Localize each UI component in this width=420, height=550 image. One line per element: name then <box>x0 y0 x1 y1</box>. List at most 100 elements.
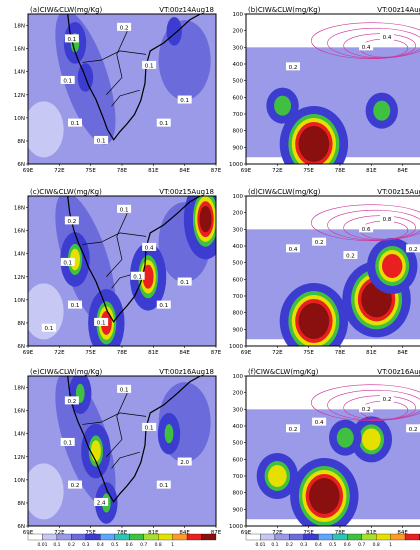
coastline <box>67 196 201 323</box>
y-tick-label: 300 <box>233 227 244 233</box>
contour-label-box <box>64 34 79 43</box>
colorbar-swatch <box>100 533 115 541</box>
contour-label-box <box>94 135 109 144</box>
clear-area <box>28 463 64 520</box>
cloud-core-level <box>301 130 326 158</box>
colorbar-swatch <box>289 533 304 541</box>
contour-label-box <box>177 277 192 286</box>
y-tick-label: 900 <box>233 145 244 151</box>
colorbar-label: 0.01 <box>37 542 47 548</box>
y-tick-label: 10N <box>14 478 25 484</box>
contour-label: 0.1 <box>63 260 72 266</box>
x-tick-label: 69E <box>23 530 34 536</box>
state-border <box>111 451 140 469</box>
valid-time: VT:00z14Aug18 <box>159 6 214 14</box>
x-tick-label: 72E <box>272 350 283 356</box>
colorbar-label: 0.6 <box>344 542 351 548</box>
x-tick-label: 84E <box>397 350 408 356</box>
contour-label: 0.1 <box>63 78 72 84</box>
ice-contour <box>311 204 420 241</box>
contour-label: 0.1 <box>120 387 129 393</box>
x-tick-label: 84E <box>179 530 190 536</box>
colorbar-label: 0.3 <box>300 542 307 548</box>
x-tick-label: 72E <box>272 168 283 174</box>
state-border <box>82 232 147 245</box>
colorbar-label: 0.4 <box>315 542 322 548</box>
y-tick-label: 400 <box>233 424 244 430</box>
contour-label: 0.1 <box>71 121 80 127</box>
contour-label: 0.1 <box>45 326 54 332</box>
colorbar-swatch <box>361 533 377 541</box>
contour-label-box <box>380 394 394 403</box>
valid-time: VT:00z16Aug18 <box>159 368 214 376</box>
colorbar-label: 0.2 <box>286 542 293 548</box>
y-tick-label: 10N <box>14 298 25 304</box>
y-tick-label: 18N <box>14 386 25 392</box>
y-tick-label: 16N <box>14 229 25 235</box>
panel-title: (c)CIW&CLW(mg/Kg) <box>30 188 102 196</box>
colorbar-swatch <box>42 533 58 541</box>
cloud-core-level <box>90 440 101 462</box>
contour-label-box <box>343 251 358 259</box>
contour-label-box <box>286 244 300 253</box>
contour-label: 0.1 <box>67 37 76 43</box>
y-tick-label: 8N <box>17 501 25 507</box>
contour-label-box <box>406 424 420 433</box>
x-tick-label: 75E <box>85 530 96 536</box>
y-tick-label: 300 <box>233 407 244 413</box>
x-tick-label: 75E <box>303 350 314 356</box>
x-tick-label: 81E <box>366 350 377 356</box>
y-tick-label: 700 <box>233 474 244 480</box>
x-tick-label: 75E <box>303 168 314 174</box>
cloud-core-level <box>164 424 174 444</box>
x-tick-label: 81E <box>366 168 377 174</box>
x-tick-label: 78E <box>117 168 128 174</box>
y-tick-label: 700 <box>233 294 244 300</box>
x-tick-label: 72E <box>54 168 65 174</box>
plot-area: 0.2 0.4 0.4 <box>246 14 420 164</box>
colorbar-label: 0.2 <box>68 542 75 548</box>
panel-title: (d)CIW&CLW(mg/Kg) <box>248 188 321 196</box>
contour-label: 0.2 <box>67 219 76 225</box>
contour-label-box <box>130 271 145 280</box>
plot-area: 0.2 0.1 0.2 0.1 0.1 2.0 2.4 0.1 <box>28 376 216 526</box>
contour-label-box <box>156 480 171 489</box>
contour-label-box <box>156 118 171 127</box>
colorbar-label: 0.5 <box>111 542 118 548</box>
contour-label: 0.2 <box>315 240 324 246</box>
panel-title: (e)CIW&CLW(mg/Kg) <box>30 368 103 376</box>
contour-label-box <box>156 300 171 309</box>
valid-time: VT:00z16Aug18 <box>377 368 420 376</box>
contour-label-box <box>94 317 109 326</box>
cloud-core-level <box>312 482 337 510</box>
y-tick-label: 10N <box>14 116 25 122</box>
contour-label-box <box>177 95 192 104</box>
valid-time: VT:00z14Aug18 <box>377 6 420 14</box>
contour-label-box <box>359 404 374 413</box>
colorbar-label: 0.1 <box>271 542 278 548</box>
colorbar-label: 0.4 <box>97 542 104 548</box>
contour-label-box <box>60 257 75 266</box>
colorbar-swatch <box>390 533 406 541</box>
cloud-core-level <box>364 285 389 314</box>
ice-contour <box>327 209 420 241</box>
contour-label: 0.2 <box>383 397 392 403</box>
y-tick-label: 14N <box>14 432 25 438</box>
colorbar-label: 0.3 <box>82 542 89 548</box>
cloud-core-level <box>267 465 287 487</box>
contour-label: 0.1 <box>159 483 168 489</box>
y-tick-label: 500 <box>233 441 244 447</box>
colorbar-swatch <box>201 533 217 541</box>
y-tick-label: 6N <box>17 162 25 168</box>
x-tick-label: 69E <box>23 168 34 174</box>
cloud-core-level <box>274 95 292 116</box>
panel-e: 0.2 0.1 0.2 0.1 0.1 2.0 2.4 0.1 (e)CIW&CLW(mg/Kg… <box>14 368 222 536</box>
y-tick-label: 1000 <box>229 162 243 168</box>
x-tick-label: 78E <box>335 350 346 356</box>
x-tick-label: 87E <box>211 530 222 536</box>
contour-label: 0.1 <box>71 303 80 309</box>
y-tick-label: 14N <box>14 70 25 76</box>
panel-b: 0.2 0.4 0.4 (b)CIW&CLW(mg/Kg) VT:00z14Aug18 6… <box>229 6 420 174</box>
clear-area <box>28 101 64 158</box>
contour-label: 0.1 <box>63 440 72 446</box>
